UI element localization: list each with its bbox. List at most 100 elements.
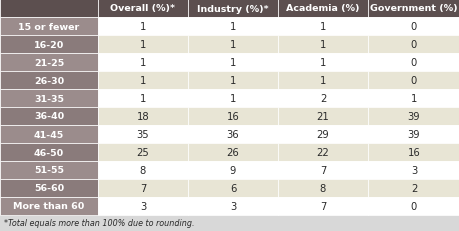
Bar [367, 72, 459, 90]
Text: 36: 36 [226, 129, 239, 139]
Bar [98, 90, 188, 108]
Text: 8: 8 [140, 165, 146, 175]
Text: 7: 7 [319, 201, 325, 211]
Text: 36-40: 36-40 [34, 112, 64, 121]
Bar [277, 197, 367, 215]
Text: 2: 2 [319, 94, 325, 103]
Bar [188, 90, 277, 108]
Bar [277, 179, 367, 197]
Text: 1: 1 [319, 58, 325, 68]
Bar [0, 54, 98, 72]
Bar [0, 0, 98, 18]
Bar [98, 0, 188, 18]
Bar [277, 143, 367, 161]
Text: 6: 6 [230, 183, 235, 193]
Text: Government (%): Government (%) [369, 4, 457, 13]
Text: Academia (%): Academia (%) [285, 4, 359, 13]
Bar [98, 125, 188, 143]
Bar [98, 36, 188, 54]
Text: 1: 1 [140, 94, 146, 103]
Bar [0, 18, 98, 36]
Text: 1: 1 [230, 40, 235, 50]
Bar [98, 179, 188, 197]
Bar [0, 36, 98, 54]
Bar [188, 125, 277, 143]
Bar [367, 197, 459, 215]
Bar [188, 0, 277, 18]
Text: 7: 7 [140, 183, 146, 193]
Bar [188, 108, 277, 125]
Bar [188, 72, 277, 90]
Bar [98, 18, 188, 36]
Text: 21-25: 21-25 [34, 58, 64, 67]
Text: 21: 21 [316, 112, 329, 122]
Text: 0: 0 [410, 40, 416, 50]
Bar [188, 36, 277, 54]
Bar [367, 18, 459, 36]
Bar [367, 108, 459, 125]
Text: 3: 3 [230, 201, 235, 211]
Text: 1: 1 [230, 76, 235, 86]
Text: 3: 3 [410, 165, 416, 175]
Bar [0, 125, 98, 143]
Bar [0, 161, 98, 179]
Text: 31-35: 31-35 [34, 94, 64, 103]
Bar [0, 143, 98, 161]
Text: Industry (%)*: Industry (%)* [197, 4, 268, 13]
Text: 35: 35 [136, 129, 149, 139]
Text: 1: 1 [140, 76, 146, 86]
Bar [0, 90, 98, 108]
Bar [367, 90, 459, 108]
Bar [188, 54, 277, 72]
Bar [188, 18, 277, 36]
Text: 39: 39 [407, 129, 420, 139]
Text: 1: 1 [230, 58, 235, 68]
Bar [98, 143, 188, 161]
Text: 39: 39 [407, 112, 420, 122]
Text: 1: 1 [319, 76, 325, 86]
Bar [188, 161, 277, 179]
Text: *Total equals more than 100% due to rounding.: *Total equals more than 100% due to roun… [4, 219, 194, 228]
Text: 29: 29 [316, 129, 329, 139]
Text: 0: 0 [410, 76, 416, 86]
Text: 18: 18 [136, 112, 149, 122]
Bar [0, 108, 98, 125]
Bar [277, 161, 367, 179]
Bar [98, 161, 188, 179]
Bar [367, 0, 459, 18]
Bar [0, 179, 98, 197]
Bar [188, 143, 277, 161]
Bar [367, 161, 459, 179]
Bar [367, 125, 459, 143]
Bar [0, 72, 98, 90]
Bar [188, 197, 277, 215]
Text: 15 or fewer: 15 or fewer [18, 22, 79, 31]
Text: 1: 1 [410, 94, 416, 103]
Text: 8: 8 [319, 183, 325, 193]
Text: 26: 26 [226, 147, 239, 157]
Bar [98, 72, 188, 90]
Bar [188, 179, 277, 197]
Bar [277, 72, 367, 90]
Text: 1: 1 [140, 22, 146, 32]
Text: 51-55: 51-55 [34, 166, 64, 175]
Text: 22: 22 [316, 147, 329, 157]
Bar [277, 36, 367, 54]
Bar [0, 215, 459, 231]
Text: 1: 1 [319, 40, 325, 50]
Text: 1: 1 [140, 40, 146, 50]
Text: Overall (%)*: Overall (%)* [110, 4, 175, 13]
Text: 16: 16 [226, 112, 239, 122]
Text: 0: 0 [410, 201, 416, 211]
Text: 1: 1 [140, 58, 146, 68]
Bar [277, 90, 367, 108]
Bar [277, 18, 367, 36]
Bar [277, 125, 367, 143]
Text: 2: 2 [410, 183, 416, 193]
Text: 0: 0 [410, 58, 416, 68]
Text: 16-20: 16-20 [34, 40, 64, 49]
Bar [98, 197, 188, 215]
Text: More than 60: More than 60 [13, 202, 84, 211]
Bar [367, 36, 459, 54]
Text: 7: 7 [319, 165, 325, 175]
